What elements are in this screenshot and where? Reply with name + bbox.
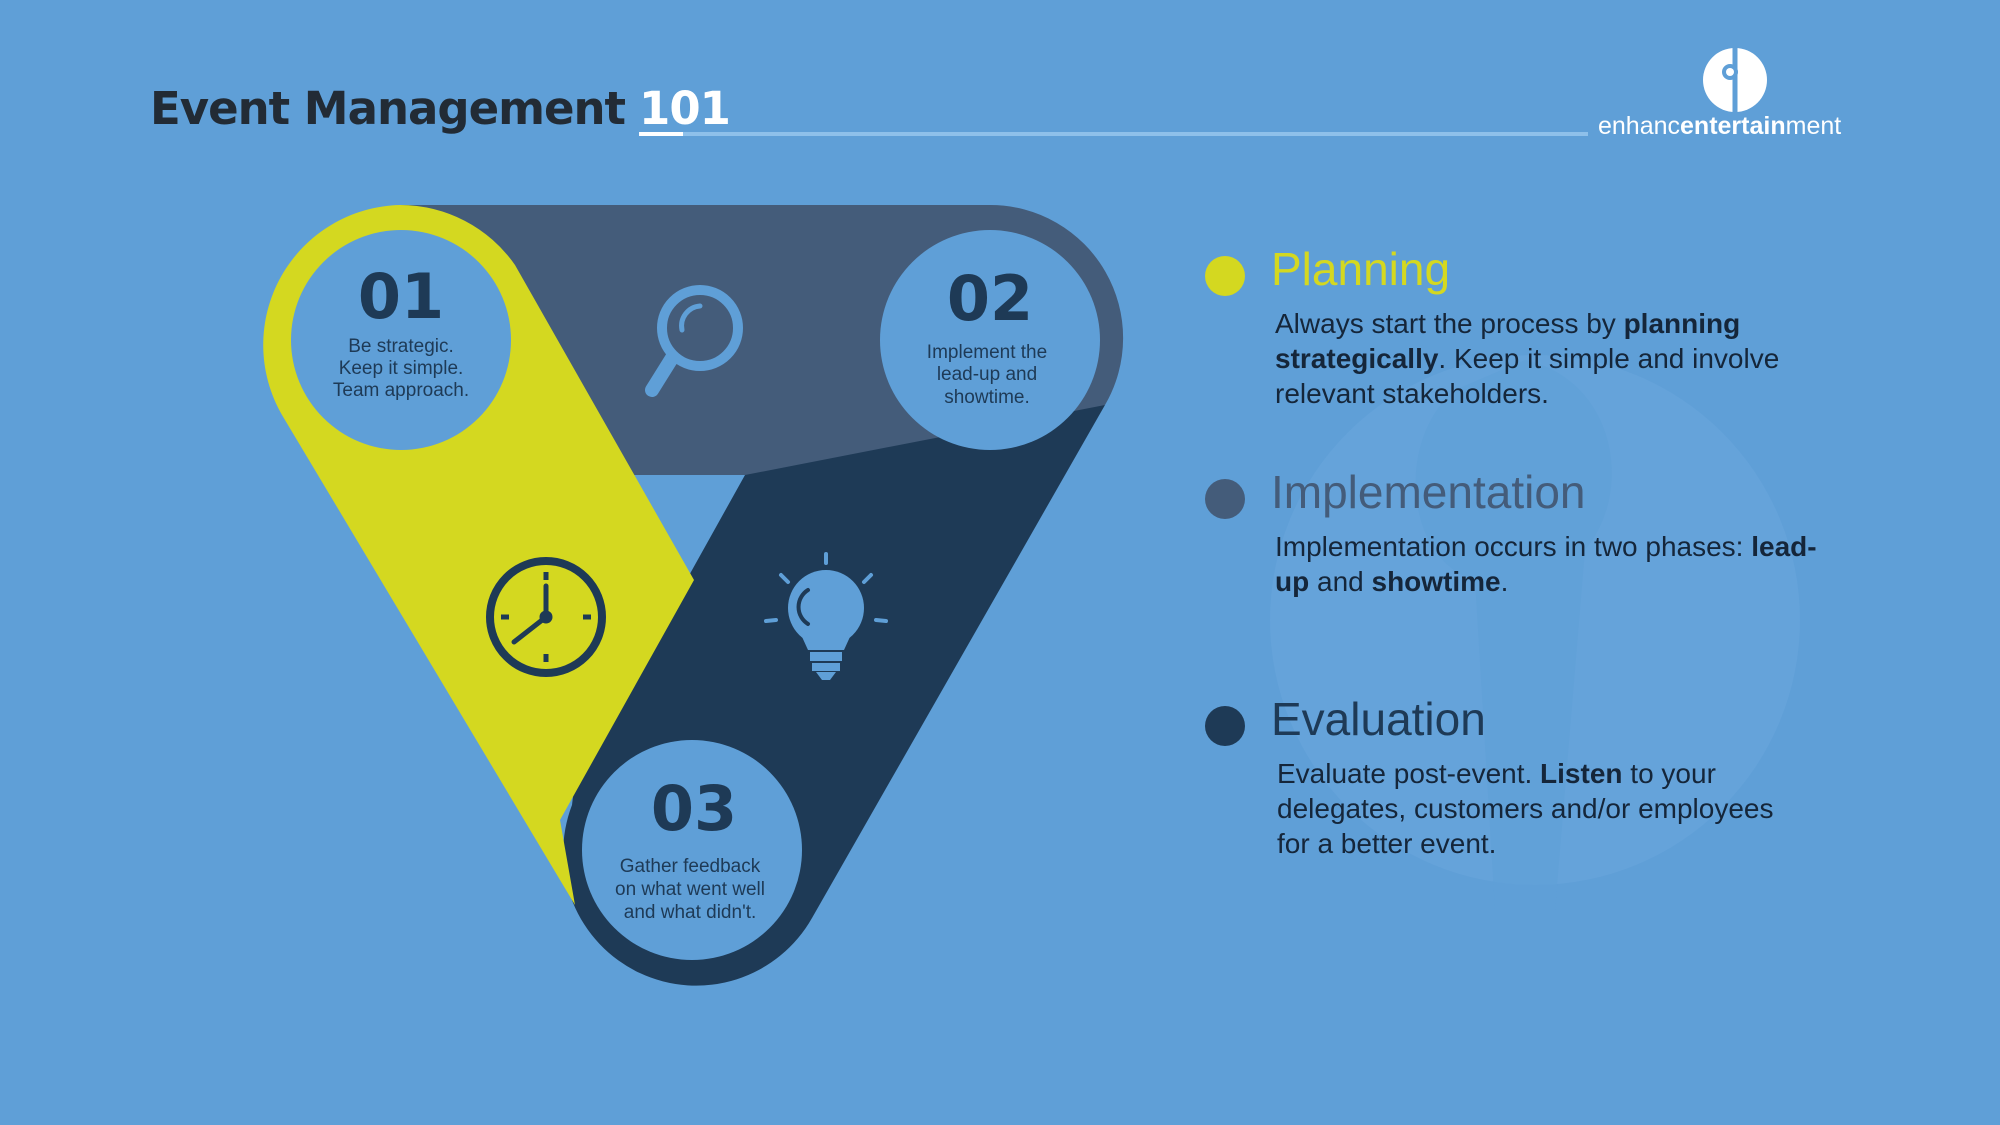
step-circle-02 xyxy=(880,230,1100,450)
title-number: 101 xyxy=(639,82,731,135)
body-text: Implementation occurs in two phases: xyxy=(1275,531,1752,562)
planning-dot xyxy=(1205,256,1245,296)
brand-part-1: enhanc xyxy=(1598,112,1681,140)
phase-title: Planning xyxy=(1271,243,1451,295)
phase-body: Evaluate post-event. Listen to your dele… xyxy=(1277,756,1797,861)
step-circle-01 xyxy=(291,230,511,450)
phase-body: Always start the process by planning str… xyxy=(1275,306,1835,411)
phase-title: Implementation xyxy=(1271,466,1586,518)
step-number-01: 01 xyxy=(358,260,444,333)
enhance-logo-icon xyxy=(1703,48,1767,112)
clock-icon xyxy=(486,557,606,677)
body-text: Always start the process by xyxy=(1275,308,1624,339)
step-line: Gather feedback xyxy=(620,856,761,877)
emphasis-text: lead-up xyxy=(1275,531,1817,597)
step-line: Team approach. xyxy=(333,380,469,401)
title-text: Event Management xyxy=(150,82,626,135)
phase-body: Implementation occurs in two phases: lea… xyxy=(1275,529,1835,599)
step-line: showtime. xyxy=(944,387,1030,408)
body-text: and xyxy=(1309,566,1372,597)
brand-part-2: ment xyxy=(1785,112,1842,140)
step-line: Implement the xyxy=(927,342,1047,363)
body-text: to your delegates, customers and/or empl… xyxy=(1277,758,1774,859)
magnifier-icon xyxy=(645,285,743,397)
brand-wordmark: enhancentertainment xyxy=(1598,112,1841,141)
title-divider xyxy=(683,132,1588,136)
step-line: on what went well xyxy=(615,879,765,900)
emphasis-text: Listen xyxy=(1540,758,1623,789)
step-circle-03 xyxy=(582,740,802,960)
page-title: Event Management 101 xyxy=(150,82,731,135)
implementation-dot xyxy=(1205,479,1245,519)
watermark-logo xyxy=(1270,355,1800,910)
emphasis-text: planning strategically xyxy=(1275,308,1741,374)
emphasis-text: showtime xyxy=(1371,566,1501,597)
phase-title: Evaluation xyxy=(1271,693,1486,745)
step-number-03: 03 xyxy=(651,772,737,845)
step-line: Be strategic. xyxy=(348,336,454,357)
lightbulb-icon xyxy=(764,552,888,680)
evaluation-dot xyxy=(1205,706,1245,746)
step-line: Keep it simple. xyxy=(339,358,464,379)
body-text: . Keep it simple and involve relevant st… xyxy=(1275,343,1780,409)
step-number-02: 02 xyxy=(947,262,1033,335)
step-line: and what didn't. xyxy=(624,902,757,923)
body-text: Evaluate post-event. xyxy=(1277,758,1541,789)
step-line: lead-up and xyxy=(937,364,1037,385)
brand-part-bold: entertain xyxy=(1680,112,1786,140)
body-text: . xyxy=(1500,566,1509,597)
